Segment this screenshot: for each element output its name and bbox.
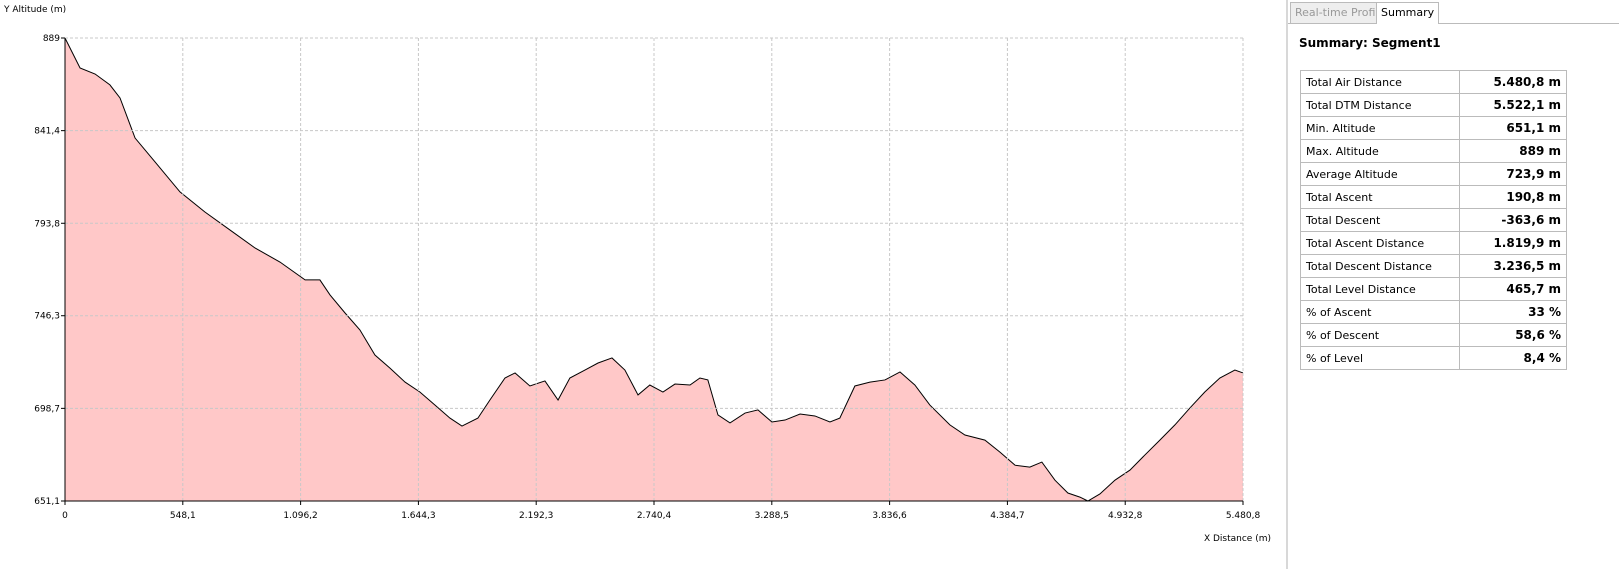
x-tick-label: 2.740,4	[637, 511, 672, 521]
summary-key: Total Ascent	[1300, 185, 1460, 209]
x-tick-label: 0	[62, 511, 68, 521]
summary-value: 5.480,8 m	[1459, 70, 1567, 94]
x-axis-label: X Distance (m)	[1204, 534, 1271, 544]
x-tick-label: 1.096,2	[283, 511, 317, 521]
summary-row: Total Level Distance 465,7 m	[1300, 277, 1567, 301]
x-tick-label: 1.644,3	[401, 511, 435, 521]
x-tick-label: 3.288,5	[755, 511, 789, 521]
summary-key: % of Ascent	[1300, 300, 1460, 324]
y-tick-label: 698,7	[34, 404, 60, 414]
summary-row: Total Descent -363,6 m	[1300, 208, 1567, 232]
summary-value: 3.236,5 m	[1459, 254, 1567, 278]
summary-row: Min. Altitude 651,1 m	[1300, 116, 1567, 140]
tab-bar	[1288, 0, 1619, 24]
summary-value: 1.819,9 m	[1459, 231, 1567, 255]
summary-row: % of Level 8,4 %	[1300, 346, 1567, 370]
summary-row: Average Altitude 723,9 m	[1300, 162, 1567, 186]
tab[interactable]: Summary	[1376, 2, 1440, 24]
area	[65, 38, 1243, 501]
summary-row: Total Ascent Distance 1.819,9 m	[1300, 231, 1567, 255]
x-tick-label: 5.480,8	[1226, 511, 1261, 521]
chart: Y Altitude (m) X Distance (m) 651,1 698,7…	[3, 5, 1271, 544]
summary-row: Total Air Distance 5.480,8 m	[1300, 70, 1567, 94]
profile-line	[64, 37, 1244, 502]
summary-value: 58,6 %	[1459, 323, 1567, 347]
summary-value: 8,4 %	[1459, 346, 1567, 370]
summary-value: 190,8 m	[1459, 185, 1567, 209]
x-tick-label: 548,1	[170, 511, 196, 521]
summary-value: 889 m	[1459, 139, 1567, 163]
x-tick-label: 4.384,7	[990, 511, 1024, 521]
y-tick-label: 746,3	[34, 312, 60, 322]
summary-key: Total Descent Distance	[1300, 254, 1460, 278]
summary-value: 651,1 m	[1459, 116, 1567, 140]
summary-key: Total Descent	[1300, 208, 1460, 232]
summary-row: Total DTM Distance 5.522,1 m	[1300, 93, 1567, 117]
summary-key: Total Air Distance	[1300, 70, 1460, 94]
summary-value: -363,6 m	[1459, 208, 1567, 232]
summary-value: 465,7 m	[1459, 277, 1567, 301]
summary-key: Total DTM Distance	[1300, 93, 1460, 117]
summary-key: Min. Altitude	[1300, 116, 1460, 140]
y-tick-label: 841,4	[34, 127, 60, 137]
summary-key: Total Level Distance	[1300, 277, 1460, 301]
summary-row: Total Descent Distance 3.236,5 m	[1300, 254, 1567, 278]
x-tick-label: 2.192,3	[519, 511, 553, 521]
y-tick-label: 651,1	[34, 497, 60, 507]
summary-key: Max. Altitude	[1300, 139, 1460, 163]
summary-key: Total Ascent Distance	[1300, 231, 1460, 255]
x-tick-label: 4.932,8	[1108, 511, 1143, 521]
summary-key: % of Level	[1300, 346, 1460, 370]
summary-key: % of Descent	[1300, 323, 1460, 347]
summary-value: 723,9 m	[1459, 162, 1567, 186]
summary-panel: Real-time Profile Summary Summary: Segme…	[1286, 0, 1619, 569]
x-tick-label: 3.836,6	[872, 511, 907, 521]
summary-table: Total Air Distance 5.480,8 m Total DTM Dis…	[1300, 70, 1567, 370]
summary-value: 5.522,1 m	[1459, 93, 1567, 117]
summary-row: Total Ascent 190,8 m	[1300, 185, 1567, 209]
summary-row: % of Ascent 33 %	[1300, 300, 1567, 324]
panel-title: Summary: Segment1	[1299, 36, 1441, 50]
y-axis-label: Y Altitude (m)	[3, 5, 66, 15]
y-tick-label: 793,8	[34, 219, 60, 229]
summary-row: Max. Altitude 889 m	[1300, 139, 1567, 163]
summary-key: Average Altitude	[1300, 162, 1460, 186]
y-tick-label: 889	[43, 34, 60, 44]
summary-value: 33 %	[1459, 300, 1567, 324]
summary-row: % of Descent 58,6 %	[1300, 323, 1567, 347]
